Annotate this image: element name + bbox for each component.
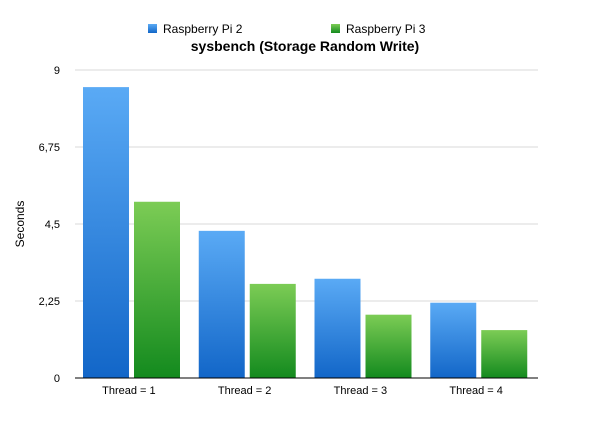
bar-raspberry-pi-2-thread-2 (198, 230, 245, 378)
x-axis-ticks: Thread = 1 Thread = 2 Thread = 3 Thread = 4 (102, 385, 503, 397)
legend-swatch-raspberry-pi-2 (148, 24, 157, 33)
bar-raspberry-pi-2-thread-3 (314, 278, 361, 378)
y-tick-label: 0 (54, 373, 60, 385)
y-tick-label: 6,75 (39, 142, 60, 154)
legend-label-raspberry-pi-3: Raspberry Pi 3 (346, 22, 426, 36)
x-tick-label: Thread = 4 (449, 385, 503, 397)
bar-raspberry-pi-3-thread-3 (365, 314, 412, 378)
legend-label-raspberry-pi-2: Raspberry Pi 2 (163, 22, 243, 36)
x-tick-label: Thread = 3 (334, 385, 388, 397)
y-tick-label: 4,5 (45, 219, 60, 231)
y-axis-ticks: 0 2,25 4,5 6,75 9 (39, 65, 60, 385)
bar-raspberry-pi-3-thread-1 (134, 201, 180, 378)
legend: Raspberry Pi 2 Raspberry Pi 3 (148, 22, 426, 36)
x-tick-label: Thread = 1 (102, 385, 156, 397)
y-axis-label: Seconds (13, 201, 27, 248)
y-tick-label: 2,25 (39, 296, 60, 308)
legend-swatch-raspberry-pi-3 (331, 24, 340, 33)
bar-raspberry-pi-2-thread-4 (430, 302, 477, 378)
bars (83, 87, 528, 378)
y-tick-label: 9 (54, 65, 60, 77)
bar-raspberry-pi-2-thread-1 (83, 87, 129, 378)
bar-raspberry-pi-3-thread-2 (249, 283, 296, 378)
bar-raspberry-pi-3-thread-4 (481, 330, 528, 378)
chart-title: sysbench (Storage Random Write) (191, 38, 419, 54)
x-tick-label: Thread = 2 (218, 385, 272, 397)
